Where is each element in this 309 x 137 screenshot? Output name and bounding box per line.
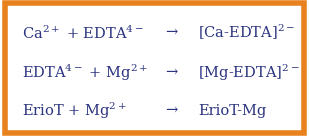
Text: ErioT-Mg: ErioT-Mg [198, 104, 266, 118]
Text: Ca$^{2+}$ + EDTA$^{4-}$: Ca$^{2+}$ + EDTA$^{4-}$ [22, 24, 143, 42]
Text: EDTA$^{4-}$ + Mg$^{2+}$: EDTA$^{4-}$ + Mg$^{2+}$ [22, 62, 148, 83]
Text: →: → [165, 104, 178, 118]
FancyBboxPatch shape [5, 3, 304, 133]
Text: ErioT + Mg$^{2+}$: ErioT + Mg$^{2+}$ [22, 101, 126, 121]
Text: →: → [165, 26, 178, 40]
Text: →: → [165, 66, 178, 80]
Text: [Mg-EDTA]$^{2-}$: [Mg-EDTA]$^{2-}$ [198, 62, 299, 83]
Text: [Ca-EDTA]$^{2-}$: [Ca-EDTA]$^{2-}$ [198, 23, 295, 42]
